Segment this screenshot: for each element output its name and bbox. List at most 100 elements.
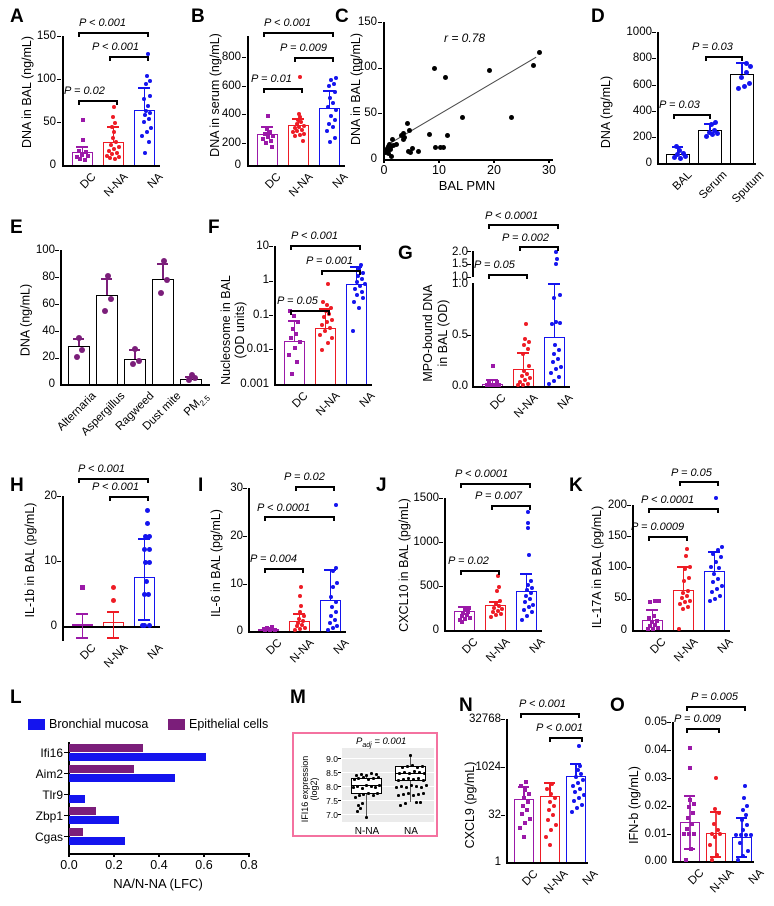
panel-h-ytick: 0 (50, 620, 57, 632)
panel-l-gene-cgas: Cgas (34, 830, 63, 844)
panel-b-xaxis (247, 165, 345, 167)
data-point (522, 835, 526, 839)
data-point (523, 788, 527, 792)
data-point (549, 371, 553, 375)
jitter-point (397, 779, 400, 782)
panel-b-sigbar-2 (294, 57, 334, 63)
data-point (682, 832, 686, 836)
panel-b-bar-na (319, 108, 340, 165)
panel-m-gridline (342, 772, 434, 773)
panel-a-ytick-50: 50 (43, 116, 56, 128)
panel-n-ytick: 1 (494, 856, 501, 868)
panel-b-pval-3: P < 0.001 (264, 17, 311, 29)
panel-b-pval-1: P = 0.01 (251, 73, 292, 85)
data-point (531, 603, 535, 607)
panel-a-pval-2: P < 0.001 (92, 41, 139, 53)
data-point (83, 158, 87, 162)
panel-b: B DNA in serum (ng/mL) 800 600 400 200 0 (185, 0, 365, 200)
data-point (529, 579, 533, 583)
data-point (84, 150, 88, 154)
data-point (115, 151, 119, 155)
panel-k: K IL-17A in BAL (pg/mL) 200 150 100 50 0 (564, 448, 774, 664)
panel-m-pval: Padj = 0.001 (356, 736, 406, 749)
panel-c-xaxis (383, 159, 553, 161)
panel-h-ytick: 20 (44, 490, 57, 502)
data-point (75, 155, 79, 159)
jitter-point (405, 786, 408, 789)
panel-l-bar-ifi16-epithelial (69, 744, 143, 752)
scatter-point (441, 145, 446, 150)
panel-j-tickmark (439, 586, 443, 588)
panel-j: J CXCL10 in BAL (pg/mL) 1500 1000 500 0 (372, 448, 562, 664)
panel-c-xtick: 20 (487, 163, 501, 177)
panel-m-tickmark (338, 772, 341, 774)
jitter-point (367, 778, 370, 781)
panel-m-tickmark (338, 800, 341, 802)
panel-l-bar-aim2-epithelial (69, 765, 134, 773)
data-point (80, 585, 85, 590)
panel-j-ytick: 0 (432, 624, 439, 636)
data-point (80, 153, 84, 157)
panel-n-error (575, 763, 577, 776)
panel-k-sigbar-2 (648, 508, 719, 514)
data-point (297, 125, 301, 129)
data-point (329, 306, 333, 310)
scatter-point (487, 68, 492, 73)
panel-a-sigbar-1 (78, 100, 118, 106)
data-point (529, 591, 533, 595)
data-point (357, 267, 361, 271)
panel-h-yaxis (62, 496, 64, 641)
panel-n-bar-na (566, 776, 586, 862)
panel-c-r-value: r = 0.78 (444, 31, 486, 45)
panel-k-pval-3: P = 0.05 (671, 467, 712, 479)
panel-f-xaxis (274, 384, 372, 386)
panel-g: G MPO-bound DNA in BAL (OD) 2.0 1.5 1.0 … (392, 208, 592, 428)
data-point (289, 336, 293, 340)
data-point (712, 822, 716, 826)
panel-l-bar-ifi16-bronchial (69, 753, 206, 761)
panel-g-ytick-lower: 1.0 (452, 278, 468, 290)
data-point (142, 547, 147, 552)
data-point (572, 799, 576, 803)
panel-m-ytick: 8.5 (326, 768, 338, 778)
data-point (327, 122, 331, 126)
data-point (557, 348, 561, 352)
panel-b-tickmark (242, 143, 246, 145)
data-point (521, 383, 525, 387)
data-point (688, 798, 692, 802)
data-point (363, 282, 367, 286)
data-point (261, 137, 265, 141)
data-point (687, 805, 691, 809)
scatter-point (537, 50, 542, 55)
data-point (189, 372, 195, 378)
panel-l-xtick: 0.0 (60, 858, 78, 872)
panel-a-bar-nna (103, 142, 124, 165)
panel-b-letter: B (191, 6, 205, 27)
data-point (290, 372, 294, 376)
panel-f-yaxis (274, 246, 276, 385)
panel-f-errcap (319, 308, 331, 310)
data-point (692, 802, 696, 806)
data-point (715, 587, 719, 591)
panel-g-sigbar-3 (488, 224, 559, 229)
panel-k-pval-2: P < 0.0001 (641, 494, 695, 506)
data-point (334, 566, 338, 570)
data-point (295, 129, 299, 133)
panel-l-gene-tlr9: Tlr9 (42, 788, 63, 802)
panel-j-sigbar-1 (460, 570, 500, 576)
panel-c: C DNA in BAL (ng/mL) 150 100 50 0 0 10 2… (332, 0, 562, 200)
data-point (145, 130, 149, 134)
jitter-point (419, 801, 422, 804)
panel-e-tickmark (55, 331, 59, 333)
data-point (295, 624, 299, 628)
panel-b-ytick: 200 (221, 137, 241, 149)
panel-m-tickmark (338, 786, 341, 788)
panel-f: F Nucleosome in BAL (OD units) 10 1 0.1 … (198, 208, 393, 428)
data-point (86, 154, 90, 158)
data-point (672, 155, 677, 160)
panel-g-error (522, 352, 525, 369)
data-point (684, 554, 688, 558)
data-point (326, 282, 330, 286)
data-point (686, 589, 690, 593)
data-point (555, 257, 559, 261)
